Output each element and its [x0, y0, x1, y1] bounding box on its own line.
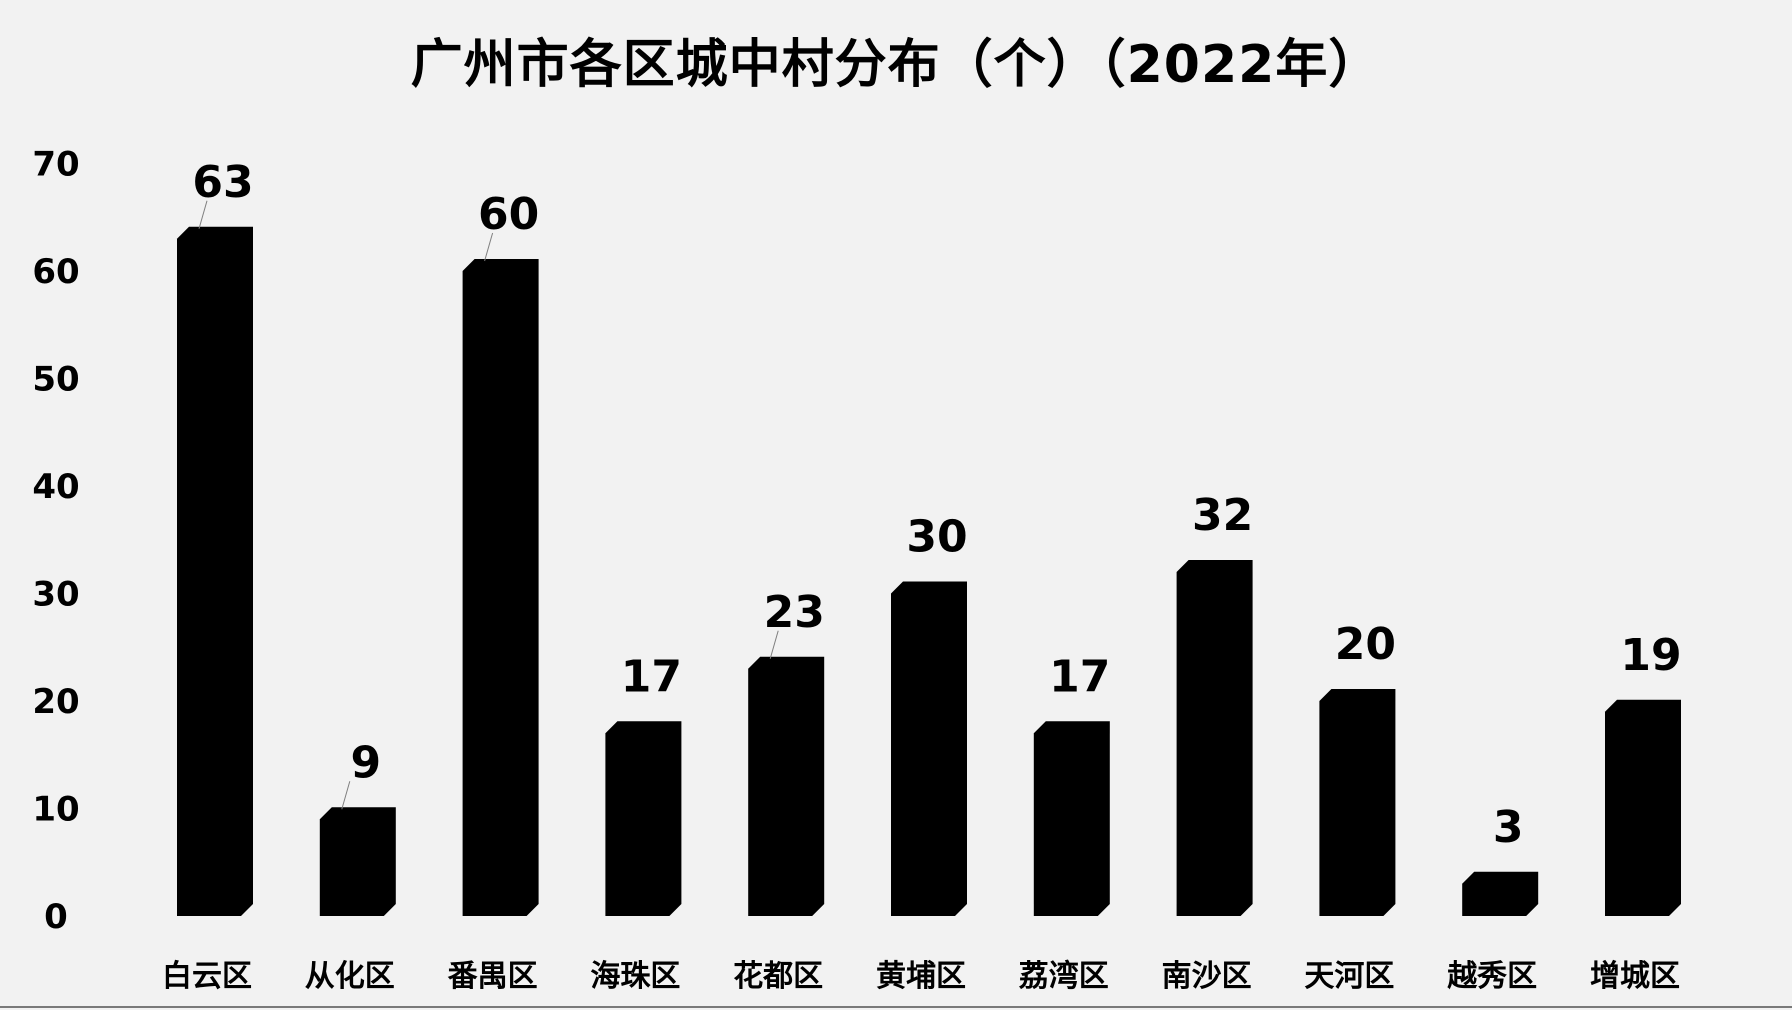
data-label-leader: [769, 630, 779, 659]
y-tick-label: 60: [32, 252, 79, 292]
bar: [605, 721, 682, 916]
chart-title: 广州市各区城中村分布（个）（2022年）: [410, 35, 1382, 95]
y-tick-label: 50: [32, 360, 79, 400]
x-tick-label: 黄埔区: [876, 959, 966, 994]
data-label: 3: [1493, 802, 1524, 853]
data-label: 23: [764, 587, 825, 638]
x-tick-label: 南沙区: [1162, 959, 1252, 994]
bar: [1033, 721, 1110, 916]
x-tick-label: 从化区: [305, 959, 395, 994]
y-tick-label: 20: [32, 682, 79, 722]
data-label: 9: [350, 737, 381, 788]
y-tick-label: 40: [32, 467, 79, 507]
bar: [177, 226, 253, 916]
bar: [891, 581, 967, 916]
data-label: 20: [1335, 619, 1396, 670]
data-label-leader: [198, 200, 208, 229]
data-label-leader: [341, 781, 351, 810]
y-tick-label: 10: [32, 790, 79, 830]
y-tick-label: 0: [44, 897, 68, 937]
bar: [1605, 699, 1681, 916]
x-tick-label: 越秀区: [1447, 959, 1537, 994]
bar: [462, 259, 539, 916]
y-tick-label: 30: [32, 575, 79, 615]
x-tick-label: 花都区: [733, 959, 823, 994]
x-tick-label: 天河区: [1304, 959, 1394, 994]
data-label: 32: [1192, 490, 1253, 541]
data-label: 63: [192, 157, 253, 208]
x-tick-label: 增城区: [1590, 959, 1680, 994]
data-label: 17: [621, 651, 682, 702]
data-label: 19: [1620, 630, 1681, 681]
x-tick-label: 番禺区: [448, 959, 538, 994]
bar: [319, 807, 396, 916]
data-label: 17: [1049, 651, 1110, 702]
x-tick-label: 白云区: [162, 959, 252, 994]
bottom-border: [0, 1006, 1792, 1008]
y-tick-label: 70: [32, 145, 79, 185]
bar: [1176, 560, 1253, 916]
data-label: 30: [906, 512, 967, 563]
x-tick-label: 海珠区: [590, 959, 680, 994]
bar: [748, 656, 825, 916]
data-label: 60: [478, 189, 539, 240]
bar: [1319, 689, 1396, 916]
data-label-leader: [484, 232, 494, 262]
bar: [1462, 871, 1539, 916]
x-tick-label: 荔湾区: [1019, 959, 1109, 994]
